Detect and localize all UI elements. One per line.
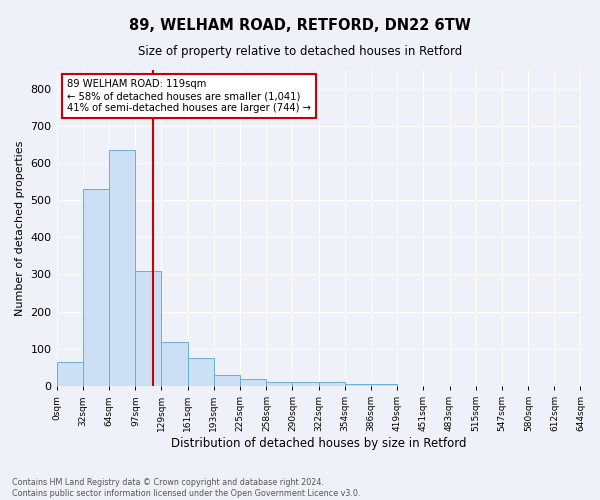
Text: 89, WELHAM ROAD, RETFORD, DN22 6TW: 89, WELHAM ROAD, RETFORD, DN22 6TW	[129, 18, 471, 32]
Bar	[83, 189, 109, 386]
Bar	[266, 382, 292, 386]
Bar	[56, 362, 83, 386]
Bar	[161, 342, 188, 386]
Bar	[136, 271, 161, 386]
Text: Size of property relative to detached houses in Retford: Size of property relative to detached ho…	[138, 45, 462, 58]
Bar	[214, 375, 239, 386]
X-axis label: Distribution of detached houses by size in Retford: Distribution of detached houses by size …	[171, 437, 466, 450]
Bar	[371, 384, 397, 386]
Bar	[344, 384, 371, 386]
Bar	[239, 380, 266, 386]
Bar	[188, 358, 214, 386]
Text: Contains HM Land Registry data © Crown copyright and database right 2024.
Contai: Contains HM Land Registry data © Crown c…	[12, 478, 361, 498]
Text: 89 WELHAM ROAD: 119sqm
← 58% of detached houses are smaller (1,041)
41% of semi-: 89 WELHAM ROAD: 119sqm ← 58% of detached…	[67, 80, 311, 112]
Y-axis label: Number of detached properties: Number of detached properties	[15, 140, 25, 316]
Bar	[292, 382, 319, 386]
Bar	[109, 150, 136, 386]
Bar	[319, 382, 344, 386]
